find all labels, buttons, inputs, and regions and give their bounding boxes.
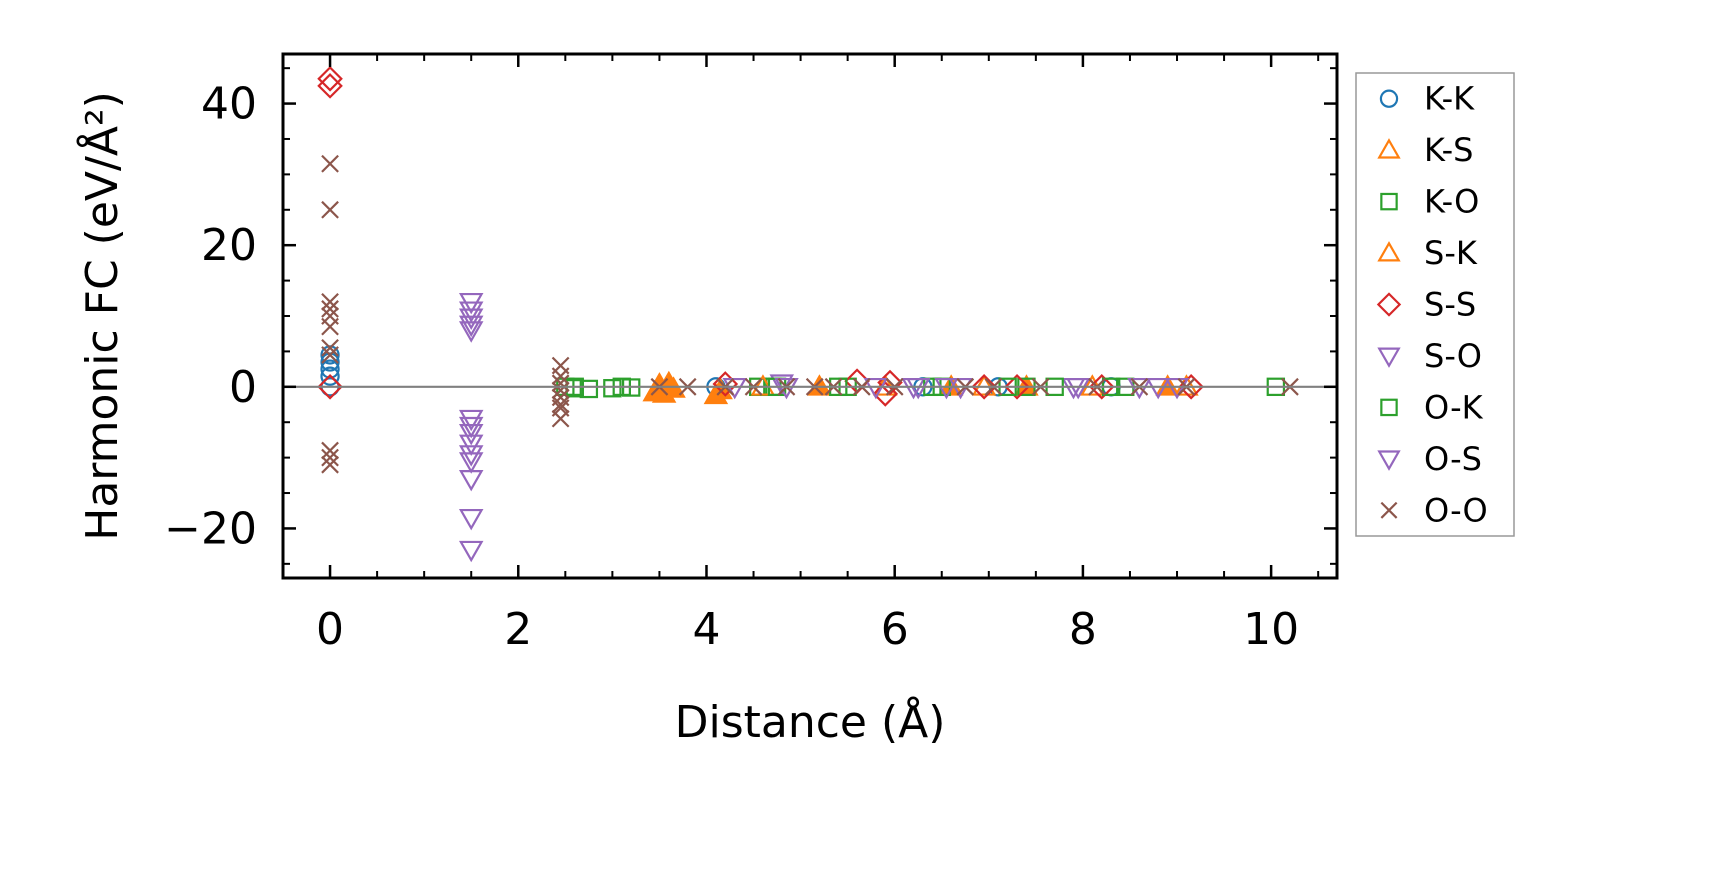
- y-axis-label: Harmonic FC (eV/Å²): [75, 91, 128, 541]
- plot-frame: [281, 52, 1339, 580]
- x-tick-label: 10: [1243, 604, 1299, 655]
- series-O-S: [722, 377, 1190, 400]
- data-point-O-O: [321, 448, 339, 467]
- data-point-S-O: [458, 409, 484, 432]
- legend-label: K-O: [1424, 183, 1479, 221]
- data-point-O-O: [321, 441, 339, 460]
- data-point-O-O: [551, 381, 570, 400]
- data-point-O-O: [321, 338, 339, 357]
- data-point-S-S: [317, 374, 343, 400]
- data-point-S-S: [971, 374, 997, 400]
- data-point-O-O: [321, 200, 339, 219]
- data-point-S-K: [873, 374, 898, 396]
- data-point-O-S: [774, 377, 799, 400]
- data-point-K-O: [579, 379, 599, 399]
- data-point-S-O: [458, 470, 484, 492]
- legend-label: S-S: [1424, 286, 1476, 324]
- data-point-K-O: [603, 379, 622, 398]
- legend-marker-O-S: [1377, 450, 1401, 471]
- data-point-S-O: [1145, 377, 1171, 400]
- legend-label: K-K: [1424, 80, 1475, 118]
- data-point-O-O: [321, 455, 339, 474]
- data-point-O-S: [1065, 377, 1091, 400]
- legend-marker-K-K: [1379, 89, 1399, 108]
- data-point-O-S: [1164, 377, 1190, 400]
- data-point-O-S: [722, 377, 747, 400]
- legend-label: S-O: [1424, 337, 1482, 375]
- data-point-O-O: [321, 317, 339, 336]
- data-point-S-O: [458, 321, 484, 343]
- x-tick-label: 0: [316, 604, 344, 655]
- y-tick-label: 40: [201, 79, 257, 130]
- legend-label: O-O: [1424, 491, 1488, 529]
- legend-marker-K-O: [1380, 192, 1398, 211]
- data-point-S-S: [317, 73, 343, 99]
- y-tick-label: 0: [229, 362, 257, 413]
- data-point-S-O: [458, 445, 484, 467]
- data-point-S-K: [647, 374, 672, 396]
- data-point-S-O: [458, 301, 484, 323]
- data-point-S-O: [458, 416, 484, 439]
- legend-marker-O-O: [1380, 501, 1398, 519]
- x-tick-label: 4: [692, 604, 720, 655]
- data-marks: [317, 65, 1299, 563]
- axis-ticks: 0 2 4 6 8 10 −20 0 20 40: [164, 54, 1337, 655]
- series-S-S: [317, 65, 1204, 407]
- data-point-S-O: [769, 374, 795, 396]
- legend-marker-S-K: [1377, 241, 1401, 262]
- legend-label: O-K: [1424, 388, 1484, 426]
- data-point-K-K: [320, 359, 340, 379]
- data-point-O-O: [321, 346, 339, 364]
- series-S-O: [458, 292, 1171, 563]
- legend: K-K K-S K-O S-K S-S S-O O-K O-S O-O: [1355, 72, 1515, 537]
- legend-marker-O-K: [1380, 398, 1398, 417]
- data-point-S-O: [458, 315, 484, 338]
- data-point-S-S: [1004, 374, 1030, 400]
- data-point-O-O: [551, 409, 570, 428]
- legend-label: O-S: [1424, 440, 1482, 478]
- x-tick-label: 2: [504, 604, 532, 655]
- data-point-S-O: [458, 308, 484, 330]
- x-tick-label: 8: [1069, 604, 1097, 655]
- x-tick-label: 6: [881, 604, 909, 655]
- data-point-S-O: [458, 434, 484, 457]
- x-axis-label: Distance (Å): [675, 695, 946, 748]
- data-point-O-S: [905, 377, 931, 400]
- legend-label: S-K: [1424, 234, 1478, 272]
- data-point-S-O: [458, 423, 484, 446]
- data-point-O-S: [863, 377, 889, 400]
- data-point-S-O: [458, 452, 484, 474]
- data-point-S-O: [458, 508, 484, 531]
- legend-label: K-S: [1424, 131, 1473, 169]
- y-tick-label: −20: [164, 503, 257, 554]
- data-point-K-K: [320, 366, 340, 386]
- legend-marker-S-S: [1376, 292, 1402, 317]
- data-point-O-S: [934, 377, 959, 400]
- data-point-O-O: [551, 395, 570, 414]
- y-tick-label: 20: [201, 220, 257, 271]
- data-point-O-O: [551, 367, 570, 386]
- data-point-O-O: [551, 374, 570, 393]
- data-point-O-O: [321, 300, 339, 318]
- legend-marker-K-S: [1377, 138, 1401, 159]
- data-point-O-S: [1127, 377, 1152, 400]
- data-point-S-K: [971, 374, 997, 396]
- data-point-O-O: [321, 154, 339, 173]
- data-point-S-O: [458, 540, 484, 563]
- legend-marker-S-O: [1377, 347, 1401, 368]
- data-point-S-S: [317, 65, 343, 92]
- data-point-O-O: [321, 292, 339, 311]
